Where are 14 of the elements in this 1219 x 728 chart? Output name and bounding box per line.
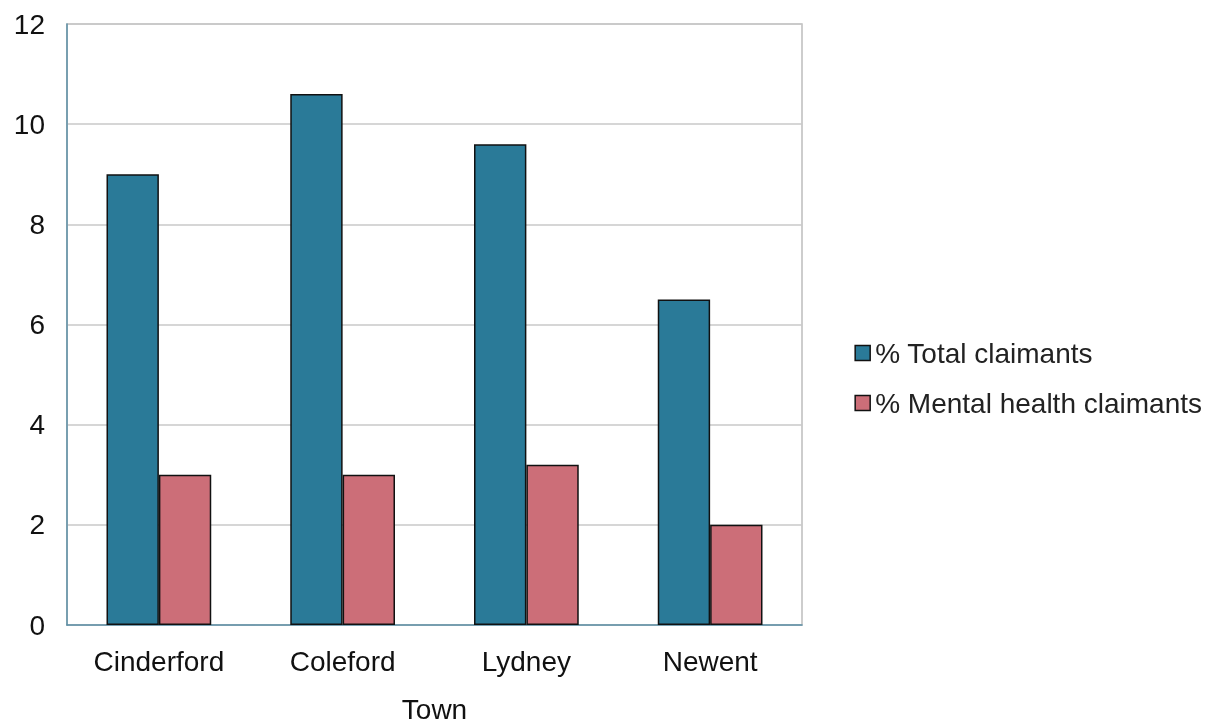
legend-label: % Mental health claimants [875, 387, 1202, 419]
x-tick-label: Coleford [289, 645, 396, 677]
y-tick-label: 6 [29, 309, 45, 340]
y-tick-label: 12 [13, 8, 45, 40]
y-tick-label: 0 [29, 609, 45, 641]
y-tick-label: 2 [29, 509, 45, 541]
y-tick-label: 8 [29, 208, 45, 240]
y-tick-label: 4 [29, 409, 45, 441]
legend-label: % Total claimants [875, 337, 1093, 369]
x-tick-label: Lydney [481, 645, 571, 677]
y-tick-label: 10 [13, 108, 45, 140]
x-tick-label: Cinderford [93, 645, 225, 677]
x-tick-label: Newent [662, 645, 758, 677]
x-axis-title: Town [401, 693, 468, 725]
